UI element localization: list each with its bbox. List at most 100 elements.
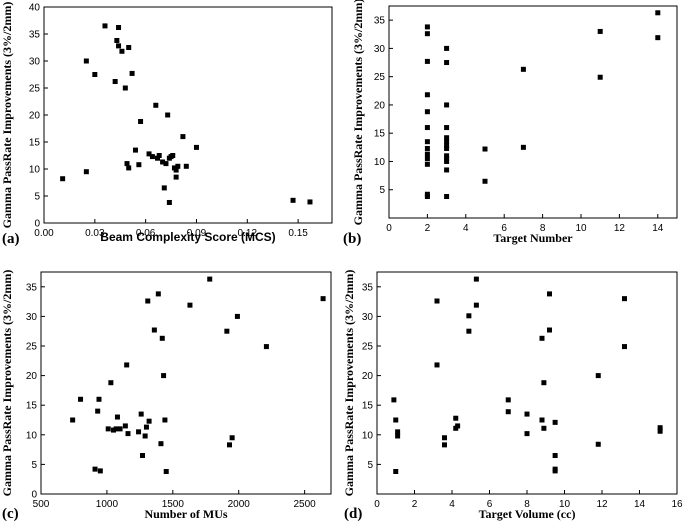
- panel-a-y-tick-label: 25: [29, 84, 41, 95]
- panel-a-data-point: [116, 43, 122, 49]
- panel-a-x-tick-label: 0.06: [136, 228, 156, 239]
- panel-b-data-point: [424, 125, 430, 131]
- panel-a-data-point: [170, 153, 176, 158]
- panel-c-y-axis-label: Gamma PassRate Improvements (3%/2mm): [0, 270, 14, 497]
- panel-b-y-axis-label: Gamma PassRate Improvements (3%/2mm): [351, 0, 365, 225]
- panel-a-data-point: [193, 144, 199, 150]
- panel-c-y-tick-label: 30: [26, 312, 38, 323]
- panel-d-x-tick-label: 0: [374, 499, 380, 510]
- panel-d-data-point: [622, 296, 627, 302]
- panel-c-data-point: [155, 291, 161, 297]
- panel-b-x-tick-label: 0: [386, 223, 392, 234]
- panel-d-data-point: [552, 453, 558, 459]
- panel-a-label: (a): [2, 231, 20, 247]
- panel-c-data-point: [124, 362, 130, 368]
- panel-b-x-tick-label: 4: [463, 223, 469, 234]
- panel-a-y-tick-label: 5: [34, 192, 40, 203]
- panel-d-data-point: [505, 397, 511, 403]
- panel-d-data-point: [547, 291, 552, 297]
- panel-c-data-point: [114, 414, 120, 420]
- panel-c: 500 1000 1500 2000 2500 0 5 10 15 20 25 30 35 Gamma …: [0, 270, 332, 522]
- panel-a-data-point: [114, 37, 120, 43]
- panel-d-data-point: [505, 409, 511, 415]
- panel-a-data-point: [163, 161, 169, 167]
- panel-c-data-point: [224, 328, 230, 334]
- panel-c-data-point: [163, 469, 169, 475]
- panel-c-data-point: [138, 411, 144, 417]
- panel-d-data-point: [595, 373, 601, 379]
- panel-b-data-point: [444, 167, 450, 173]
- panel-b-y-tick-label: 30: [374, 44, 386, 55]
- panel-d-data-point: [393, 469, 399, 475]
- panel-b-label: (b): [343, 231, 361, 247]
- panel-d-data-point: [455, 423, 461, 429]
- panel-a-data-point: [129, 70, 135, 76]
- panel-a-data-point: [138, 118, 144, 124]
- panel-b-y-tick-label: 10: [374, 157, 386, 168]
- panel-d-data-point: [552, 419, 558, 425]
- panel-d-y-tick-label: 10: [362, 430, 374, 441]
- panel-b-data-point: [424, 109, 430, 115]
- panel-d-data-point: [466, 313, 472, 319]
- panel-b-data-point: [444, 156, 450, 162]
- panel-d-x-tick-label: 12: [596, 499, 608, 510]
- panel-c-data-point: [122, 423, 128, 429]
- panel-c-x-axis-label: Number of MUs: [144, 507, 227, 521]
- panel-b-ticks: 0 2 4 6 8 10 12 14 5 10 15 20 25 30 35: [374, 16, 664, 234]
- panel-b-data-point: [655, 35, 661, 41]
- panel-d-data-point: [395, 433, 401, 439]
- panel-c-data-point: [97, 468, 103, 474]
- panel-a-data-point: [161, 185, 167, 191]
- panel-a-data-point: [122, 85, 128, 91]
- panel-c-data-point: [136, 429, 142, 435]
- panel-d: 0 2 4 6 8 10 12 14 16 5 10 15 20 25 30 35 Gamma PassRat…: [342, 270, 683, 522]
- panel-d-data-point: [391, 397, 397, 403]
- panel-a-x-tick-label: 0.12: [238, 228, 258, 239]
- panel-c-data-point: [70, 417, 76, 423]
- panel-b-data-point: [424, 139, 430, 145]
- panel-a-data-point: [83, 169, 89, 175]
- panel-b-data-point: [444, 102, 450, 108]
- panel-c-data-point: [125, 431, 131, 437]
- panel-b-data-point: [444, 153, 450, 159]
- panel-c-plot-frame: [40, 271, 332, 495]
- panel-c-data-point: [113, 426, 119, 432]
- panel-a-y-tick-label: 0: [34, 219, 40, 230]
- panel-c-data-point: [145, 298, 151, 304]
- panel-c-data-point: [140, 453, 145, 459]
- panel-c-data-point: [78, 396, 84, 402]
- panel-d-data-point: [393, 417, 399, 423]
- panel-d-data-point: [524, 411, 530, 417]
- panel-c-data-point: [117, 426, 123, 432]
- panel-c-data-point: [108, 380, 114, 386]
- panel-d-x-tick-label: 6: [487, 499, 493, 510]
- panel-d-x-tick-label: 8: [524, 499, 530, 510]
- panel-a-y-tick-label: 20: [29, 111, 41, 122]
- panel-d-data-point: [539, 335, 545, 341]
- panel-d-data-point: [395, 429, 401, 435]
- panel-b-data-point: [597, 74, 603, 80]
- panel-d-x-axis-label: Target Volume (cc): [479, 507, 576, 521]
- panel-b-y-tick-label: 35: [374, 16, 386, 27]
- panel-a-x-axis-label: Beam Complexity Score (MCS): [100, 230, 275, 244]
- panel-b-y-tick-label: 15: [374, 129, 386, 140]
- panel-a-data-point: [165, 112, 171, 118]
- panel-c-y-tick-label: 35: [26, 282, 38, 293]
- panel-a-data-point: [112, 79, 118, 85]
- panel-b-x-tick-label: 10: [575, 223, 587, 234]
- panel-a-data-point: [136, 162, 142, 168]
- panel-b-data-point: [424, 151, 430, 157]
- panel-a-data-point: [173, 174, 179, 180]
- panel-c-y-tick-label: 5: [31, 460, 37, 471]
- panel-b-data-point: [482, 146, 488, 152]
- panel-d-data-point: [473, 276, 479, 282]
- panel-c-y-tick-label: 10: [26, 430, 38, 441]
- panel-d-data-point: [541, 425, 547, 431]
- panel-a-data-point: [126, 45, 132, 50]
- panel-b-y-tick-label: 20: [374, 100, 386, 111]
- panel-c-data-point: [105, 426, 111, 432]
- panel-b-y-tick-label: 5: [379, 185, 385, 196]
- panel-d-data-point: [466, 328, 472, 334]
- panel-d-data-point: [434, 298, 440, 304]
- panel-a-data-point: [126, 165, 132, 171]
